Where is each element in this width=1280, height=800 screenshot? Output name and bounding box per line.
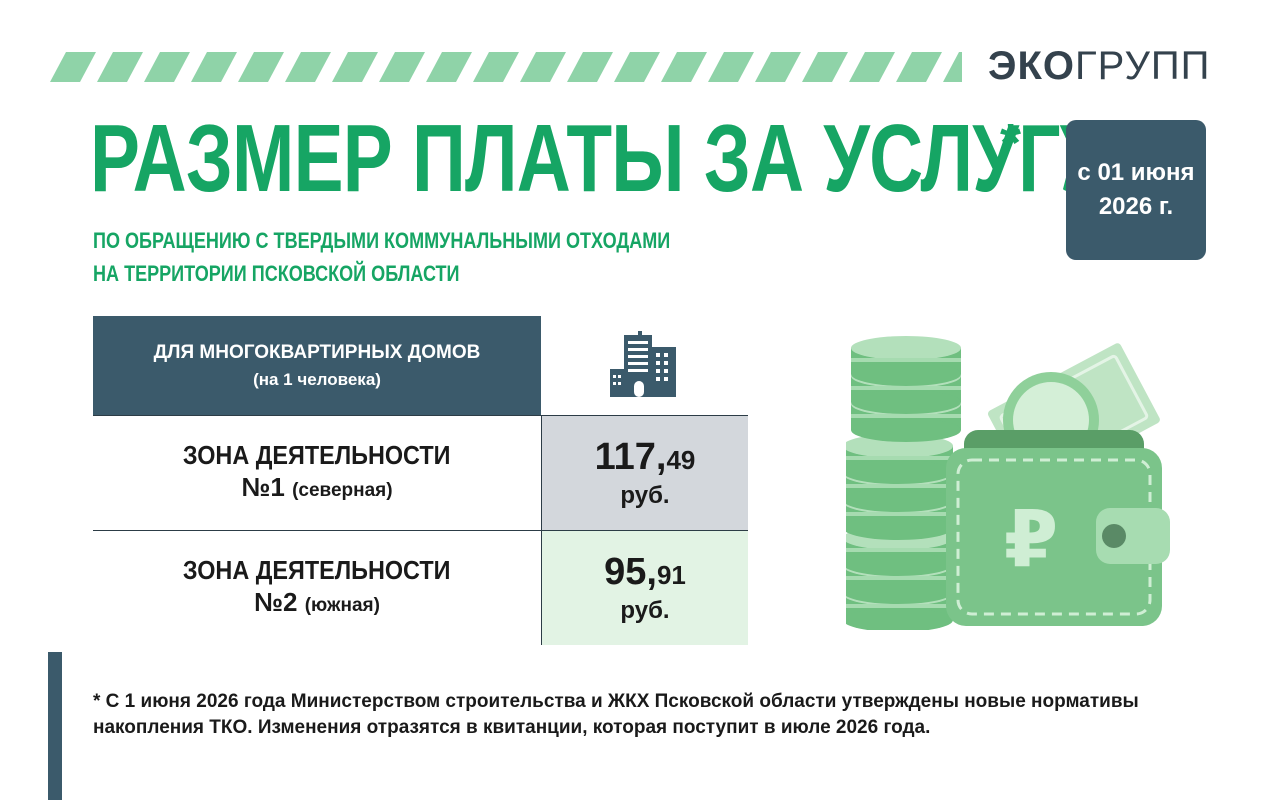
date-badge-line-2: 2026 г. xyxy=(1098,193,1174,220)
zone-1-kop: 49 xyxy=(666,444,696,475)
subtitle: ПО ОБРАЩЕНИЮ С ТВЕРДЫМИ КОММУНАЛЬНЫМИ ОТ… xyxy=(93,224,671,290)
stripe xyxy=(332,52,378,82)
page-title: РАЗМЕР ПЛАТЫ ЗА УСЛУГУ xyxy=(90,105,1106,212)
footer-accent-bar xyxy=(48,652,62,800)
table-row-zone-2: ЗОНА ДЕЯТЕЛЬНОСТИ №2 (южная) 95,91 руб. xyxy=(93,530,748,645)
logo-grupp: ГРУПП xyxy=(1074,44,1211,88)
ruble-symbol: ₽ xyxy=(1004,495,1058,585)
stripe xyxy=(567,52,613,82)
zone-2-currency: руб. xyxy=(620,596,670,624)
subtitle-line-2: НА ТЕРРИТОРИИ ПСКОВСКОЙ ОБЛАСТИ xyxy=(93,261,460,286)
stripe xyxy=(144,52,190,82)
wallet-illustration: ₽ xyxy=(843,330,1172,632)
stripe xyxy=(849,52,895,82)
brand-logo: ЭКОГРУПП xyxy=(988,44,1238,88)
title-asterisk: * xyxy=(1000,113,1022,173)
stripe xyxy=(285,52,331,82)
zone-1-direction: (северная) xyxy=(292,480,393,501)
stripe xyxy=(50,52,96,82)
table-header-note: (на 1 человека) xyxy=(253,369,381,389)
tariff-table: ДЛЯ МНОГОКВАРТИРНЫХ ДОМОВ (на 1 человека… xyxy=(93,316,748,645)
date-badge-line-1: с 01 июня xyxy=(1077,159,1195,186)
stripe xyxy=(614,52,660,82)
zone-1-number-line: №1 (северная) xyxy=(241,471,392,507)
date-badge: с 01 июня 2026 г. xyxy=(1066,120,1206,260)
stripe xyxy=(238,52,284,82)
stripe xyxy=(755,52,801,82)
table-row-zone-1: ЗОНА ДЕЯТЕЛЬНОСТИ №1 (северная) 117,49 р… xyxy=(93,415,748,530)
stripe xyxy=(97,52,143,82)
decorative-stripes xyxy=(50,52,962,82)
table-header-title: ДЛЯ МНОГОКВАРТИРНЫХ ДОМОВ xyxy=(153,341,481,363)
zone-2-amount: 95,91 xyxy=(604,551,686,596)
table-header-cell: ДЛЯ МНОГОКВАРТИРНЫХ ДОМОВ (на 1 человека… xyxy=(93,316,541,415)
zone-2-kop: 91 xyxy=(656,559,686,590)
stripe xyxy=(473,52,519,82)
zone-2-number: №2 xyxy=(254,587,298,617)
zone-1-price: 117,49 руб. xyxy=(541,416,748,530)
stripe xyxy=(943,52,962,82)
table-header-icon-cell xyxy=(541,316,748,415)
zone-1-title: ЗОНА ДЕЯТЕЛЬНОСТИ xyxy=(183,440,451,470)
subtitle-line-1: ПО ОБРАЩЕНИЮ С ТВЕРДЫМИ КОММУНАЛЬНЫМИ ОТ… xyxy=(93,228,671,253)
zone-2-rub: 95, xyxy=(604,550,657,593)
zone-2-direction: (южная) xyxy=(304,595,380,616)
apartment-building-icon xyxy=(609,330,676,397)
wallet-with-coins-icon: ₽ xyxy=(843,336,1170,632)
stripe xyxy=(708,52,754,82)
zone-2-title: ЗОНА ДЕЯТЕЛЬНОСТИ xyxy=(183,555,451,585)
stripe xyxy=(896,52,942,82)
zone-1-currency: руб. xyxy=(620,481,670,509)
stripe xyxy=(379,52,425,82)
zone-2-label: ЗОНА ДЕЯТЕЛЬНОСТИ №2 (южная) xyxy=(93,531,541,645)
footnote: * С 1 июня 2026 года Министерством строи… xyxy=(93,691,1139,738)
zone-1-number: №1 xyxy=(241,472,285,502)
stripe xyxy=(426,52,472,82)
table-header-row: ДЛЯ МНОГОКВАРТИРНЫХ ДОМОВ (на 1 человека… xyxy=(93,316,748,415)
zone-1-amount: 117,49 xyxy=(595,436,696,481)
stripe xyxy=(191,52,237,82)
zone-1-label: ЗОНА ДЕЯТЕЛЬНОСТИ №1 (северная) xyxy=(93,416,541,530)
logo-eko: ЭКО xyxy=(988,44,1075,88)
stripe xyxy=(661,52,707,82)
zone-2-price: 95,91 руб. xyxy=(541,531,748,645)
zone-1-rub: 117, xyxy=(594,435,667,478)
zone-2-number-line: №2 (южная) xyxy=(254,586,380,622)
stripe xyxy=(520,52,566,82)
stripe xyxy=(802,52,848,82)
